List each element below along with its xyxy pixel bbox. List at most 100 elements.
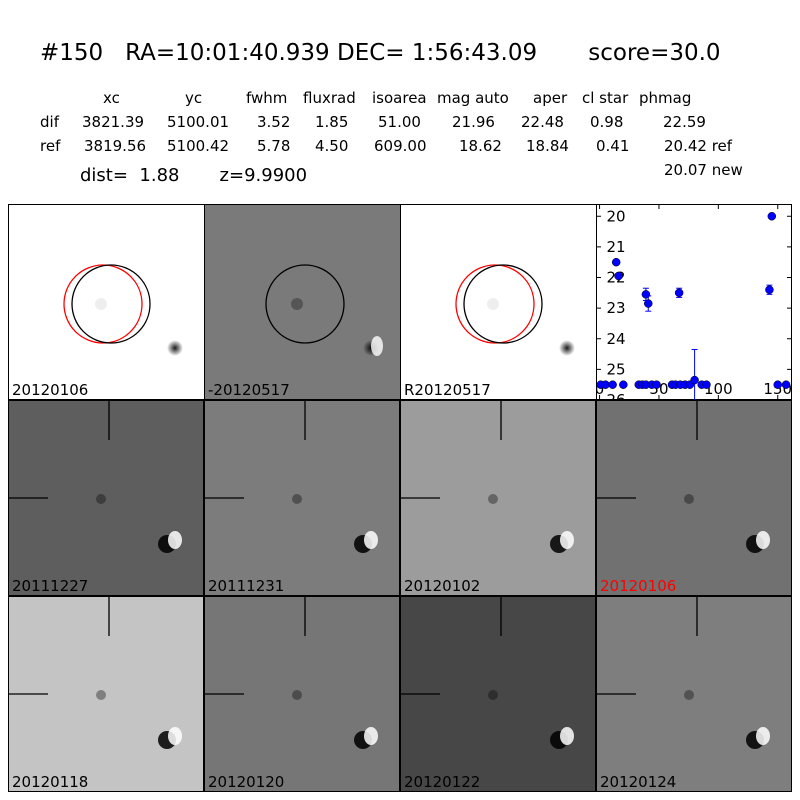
dif-aper: 22.48	[521, 113, 564, 131]
cutout-image	[9, 597, 182, 749]
y-tick-label: 20	[606, 207, 625, 225]
cutout-image	[401, 401, 574, 553]
dif-fwhm: 3.52	[257, 113, 291, 131]
dif-yc: 5100.01	[167, 113, 230, 131]
faint-source	[487, 298, 499, 310]
col-header-aper: aper	[533, 89, 568, 107]
black-aperture-circle	[265, 264, 345, 344]
cutout-panel: 20111231	[204, 400, 400, 596]
cutout-image	[401, 597, 574, 749]
panel-date-label: 20120106	[600, 577, 677, 595]
black-aperture-circle	[463, 264, 543, 344]
dif-phmag: 22.59	[663, 113, 706, 131]
top-panel-image	[455, 264, 575, 356]
data-point	[781, 380, 791, 389]
faint-source	[292, 690, 302, 700]
red-aperture-circle	[63, 264, 143, 344]
ref-mag-auto: 18.62	[459, 137, 502, 155]
panel-date-label: 20120106	[12, 381, 89, 399]
distance-readout: dist= 1.88 z=9.9900	[80, 165, 307, 186]
ref-cl-star: 0.41	[596, 137, 630, 155]
panel-date-label: 20111231	[208, 577, 285, 595]
cutout-panel: 20120102	[400, 400, 596, 596]
faint-source	[292, 494, 302, 504]
star-residual-bright	[560, 531, 574, 549]
data-point	[702, 380, 711, 389]
row-label-ref: ref	[40, 137, 61, 155]
dist-value: 1.88	[139, 165, 180, 186]
faint-source	[291, 298, 303, 310]
ref-phmag: 20.42 ref	[664, 137, 733, 155]
data-point	[765, 285, 774, 294]
row-label-dif: dif	[40, 113, 59, 131]
faint-source	[488, 690, 498, 700]
candidate-title: #150 RA=10:01:40.939 DEC= 1:56:43.09 sco…	[40, 40, 721, 66]
panel-date-label: 20120118	[12, 773, 89, 791]
data-point	[690, 375, 699, 385]
col-header-phmag: phmag	[639, 89, 692, 107]
top-panel-0: 20120106	[8, 204, 205, 400]
panel-date-label: 20120124	[600, 773, 677, 791]
light-curve-plot: 05010015020212223242526	[595, 204, 792, 412]
faint-source	[95, 298, 107, 310]
dif-cl-star: 0.98	[590, 113, 624, 131]
ref-fluxrad: 4.50	[315, 137, 349, 155]
black-aperture-circle	[71, 264, 151, 344]
x-tick-label: 100	[704, 380, 733, 398]
plot-frame	[596, 204, 792, 400]
col-header-fwhm: fwhm	[246, 89, 288, 107]
panel-date-label: 20120122	[404, 773, 481, 791]
y-tick-label: 24	[606, 330, 625, 348]
top-panel-image	[265, 264, 383, 356]
data-point	[601, 380, 610, 389]
light-curve-svg: 05010015020212223242526	[595, 204, 792, 412]
col-header-mag-auto: mag auto	[437, 89, 509, 107]
ref-yc: 5100.42	[167, 137, 230, 155]
cutout-image	[205, 597, 378, 749]
cutout-image	[9, 401, 182, 553]
panel-date-label: 20120102	[404, 577, 481, 595]
data-point	[767, 212, 777, 221]
faint-source	[488, 494, 498, 504]
dif-mag-auto: 21.96	[452, 113, 495, 131]
cutout-image	[597, 401, 770, 553]
col-header-isoarea: isoarea	[372, 89, 427, 107]
cutout-panel: 20120124	[596, 596, 792, 792]
panel-date-label: 20120120	[208, 773, 285, 791]
data-point	[614, 271, 623, 281]
y-tick-label: 26	[606, 391, 625, 400]
panel-date-label: 20111227	[12, 577, 89, 595]
col-header-yc: yc	[185, 89, 203, 107]
col-header-fluxrad: fluxrad	[303, 89, 356, 107]
star-residual-bright	[364, 727, 378, 745]
panel-date-label: R20120517	[404, 381, 491, 399]
faint-source	[96, 690, 106, 700]
top-panel-1: -20120517	[204, 204, 401, 400]
y-tick-label: 23	[606, 299, 625, 317]
star-blob	[167, 340, 183, 356]
ref-aper: 18.84	[526, 137, 569, 155]
x-tick-label: 0	[596, 380, 604, 398]
faint-source	[684, 494, 694, 504]
faint-source	[96, 494, 106, 504]
ref-xc: 3819.56	[84, 137, 147, 155]
cutout-panel: 20111227	[8, 400, 204, 596]
faint-source	[684, 690, 694, 700]
cutout-panel: 20120122	[400, 596, 596, 792]
data-point	[644, 299, 653, 308]
ref-isoarea: 609.00	[374, 137, 427, 155]
data-point	[652, 380, 661, 389]
residual-highlight	[371, 336, 383, 356]
data-point	[619, 380, 628, 389]
data-point	[608, 380, 617, 389]
cutout-panel: 20120120	[204, 596, 400, 792]
red-aperture-circle	[455, 264, 535, 344]
dif-isoarea: 51.00	[378, 113, 421, 131]
y-tick-label: 21	[606, 238, 625, 256]
top-panel-image	[63, 264, 183, 356]
panel-date-label: -20120517	[208, 381, 290, 399]
y-tick-label: 25	[606, 360, 625, 378]
dif-xc: 3821.39	[82, 113, 145, 131]
star-residual-bright	[756, 727, 770, 745]
cutout-image	[205, 401, 378, 553]
